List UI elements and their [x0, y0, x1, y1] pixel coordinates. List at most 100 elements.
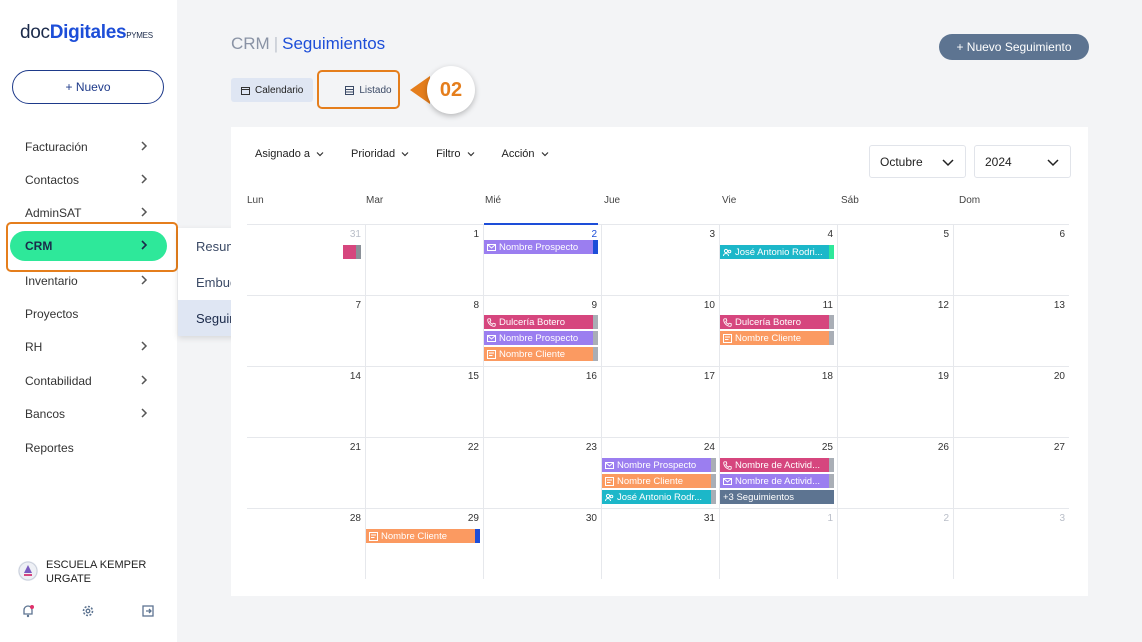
day-cell[interactable]: 12	[837, 296, 953, 366]
day-cell[interactable]: 8	[365, 296, 483, 366]
day-cell[interactable]: 6	[953, 225, 1069, 295]
day-cell[interactable]: 19	[837, 367, 953, 437]
day-cell[interactable]: 4 José Antonio Rodri...	[719, 225, 837, 295]
sidebar-item-label: Inventario	[25, 274, 78, 288]
day-cell[interactable]: 3	[953, 509, 1069, 579]
day-number: 8	[473, 300, 479, 311]
day-cell[interactable]: 14	[247, 367, 365, 437]
breadcrumb-section[interactable]: CRM	[231, 34, 270, 53]
day-cell[interactable]: 13	[953, 296, 1069, 366]
sidebar-item-contactos[interactable]: Contactos	[10, 165, 167, 195]
event-chip[interactable]: Dulcería Botero	[720, 315, 834, 329]
day-cell[interactable]: 22	[365, 438, 483, 508]
day-cell[interactable]: 25 Nombre de Activid... Nombre de Activi…	[719, 438, 837, 508]
action-filter[interactable]: Acción	[502, 148, 549, 160]
event-chip[interactable]: Nombre Cliente	[720, 331, 834, 345]
day-cell[interactable]: 1	[365, 225, 483, 295]
day-cell[interactable]: 28	[247, 509, 365, 579]
day-cell[interactable]: 31	[247, 225, 365, 295]
day-cell[interactable]: 15	[365, 367, 483, 437]
weekday-label: Lun	[247, 195, 264, 206]
sidebar-item-bancos[interactable]: Bancos	[10, 399, 167, 429]
day-cell[interactable]: 11 Dulcería Botero Nombre Cliente	[719, 296, 837, 366]
notification-bell-icon[interactable]	[21, 604, 35, 618]
event-chip[interactable]: Nombre de Activid...	[720, 474, 834, 488]
year-select[interactable]: 2024	[974, 145, 1071, 178]
day-cell[interactable]: 10	[601, 296, 719, 366]
day-cell[interactable]: 17	[601, 367, 719, 437]
settings-gear-icon[interactable]	[81, 604, 95, 618]
more-events-link[interactable]: +3 Seguimientos	[720, 490, 834, 504]
chevron-right-icon	[141, 341, 148, 351]
day-cell[interactable]: 23	[483, 438, 601, 508]
sidebar-item-rh[interactable]: RH	[10, 332, 167, 362]
event-chip[interactable]: Nombre de Activid...	[720, 458, 834, 472]
event-chip[interactable]: Nombre Cliente	[484, 347, 598, 361]
day-cell[interactable]: 7	[247, 296, 365, 366]
day-cell[interactable]: 5	[837, 225, 953, 295]
calendar-view-button[interactable]: Calendario	[231, 78, 314, 102]
calendar-panel: Asignado a Prioridad Filtro Acción Octub…	[231, 127, 1088, 596]
event-chip[interactable]: Nombre Prospecto	[484, 331, 598, 345]
day-cell[interactable]: 29 Nombre Cliente	[365, 509, 483, 579]
list-view-button[interactable]: Listado	[335, 78, 401, 102]
view-toggle: Calendario Listado	[231, 78, 402, 102]
event-chip[interactable]: Nombre Cliente	[602, 474, 716, 488]
breadcrumb: CRM | Seguimientos	[231, 34, 385, 54]
day-cell[interactable]: 20	[953, 367, 1069, 437]
day-cell[interactable]: 24 Nombre Prospecto Nombre Cliente José …	[601, 438, 719, 508]
chevron-right-icon	[141, 207, 148, 217]
event-chip[interactable]: Nombre Prospecto	[484, 240, 598, 254]
day-cell[interactable]: 30	[483, 509, 601, 579]
day-cell[interactable]: 26	[837, 438, 953, 508]
sidebar-item-inventario[interactable]: Inventario	[10, 266, 167, 296]
day-cell[interactable]: 1	[719, 509, 837, 579]
event-title: Nombre Prospecto	[499, 332, 579, 344]
day-cell[interactable]: 9 Dulcería Botero Nombre Prospecto Nombr…	[483, 296, 601, 366]
brand-logo-digitales: Digitales	[49, 22, 127, 43]
assigned-filter[interactable]: Asignado a	[255, 148, 324, 160]
brand-logo[interactable]: docDigitalesPYMES	[20, 22, 153, 44]
event-chip[interactable]: José Antonio Rodri...	[720, 245, 834, 259]
day-cell[interactable]: 18	[719, 367, 837, 437]
day-cell-today[interactable]: 2 Nombre Prospecto	[483, 225, 601, 295]
event-status-bar	[829, 458, 834, 472]
action-filter-label: Acción	[501, 148, 535, 160]
priority-filter[interactable]: Prioridad	[351, 148, 409, 160]
day-number: 24	[703, 442, 715, 453]
callout-badge: 02	[427, 66, 475, 114]
logout-icon[interactable]	[141, 604, 155, 618]
event-chip[interactable]: Nombre Cliente	[366, 529, 480, 543]
month-select[interactable]: Octubre	[869, 145, 966, 178]
sidebar-item-facturacion[interactable]: Facturación	[10, 132, 167, 162]
day-number: 15	[467, 371, 479, 382]
day-cell[interactable]: 31	[601, 509, 719, 579]
sidebar: docDigitalesPYMES + Nuevo Facturación Co…	[0, 0, 177, 642]
organization-switcher[interactable]: ESCUELA KEMPER URGATE	[18, 558, 166, 586]
day-cell[interactable]: 3	[601, 225, 719, 295]
day-number: 13	[1053, 300, 1065, 311]
event-chip[interactable]: Dulcería Botero	[484, 315, 598, 329]
new-seguimiento-button[interactable]: + Nuevo Seguimiento	[939, 34, 1089, 60]
day-cell[interactable]: 2	[837, 509, 953, 579]
sidebar-item-reportes[interactable]: Reportes	[10, 433, 167, 463]
event-chip[interactable]: José Antonio Rodr...	[602, 490, 716, 504]
day-cell[interactable]: 16	[483, 367, 601, 437]
brand-logo-pymes: PYMES	[126, 31, 153, 40]
sidebar-item-adminsat[interactable]: AdminSAT	[10, 198, 167, 228]
day-number: 18	[821, 371, 833, 382]
sidebar-item-crm[interactable]: CRM	[10, 231, 167, 261]
chevron-down-icon	[1047, 159, 1059, 167]
email-icon	[487, 334, 496, 342]
day-cell[interactable]: 27	[953, 438, 1069, 508]
event-status-bar	[829, 245, 834, 259]
email-icon	[487, 243, 496, 251]
sidebar-item-proyectos[interactable]: Proyectos	[10, 299, 167, 329]
sidebar-item-label: Contactos	[25, 173, 80, 187]
new-button[interactable]: + Nuevo	[12, 70, 164, 104]
day-cell[interactable]: 21	[247, 438, 365, 508]
sidebar-item-contabilidad[interactable]: Contabilidad	[10, 366, 167, 396]
event-chip[interactable]	[343, 245, 361, 259]
event-chip[interactable]: Nombre Prospecto	[602, 458, 716, 472]
general-filter[interactable]: Filtro	[436, 148, 474, 160]
